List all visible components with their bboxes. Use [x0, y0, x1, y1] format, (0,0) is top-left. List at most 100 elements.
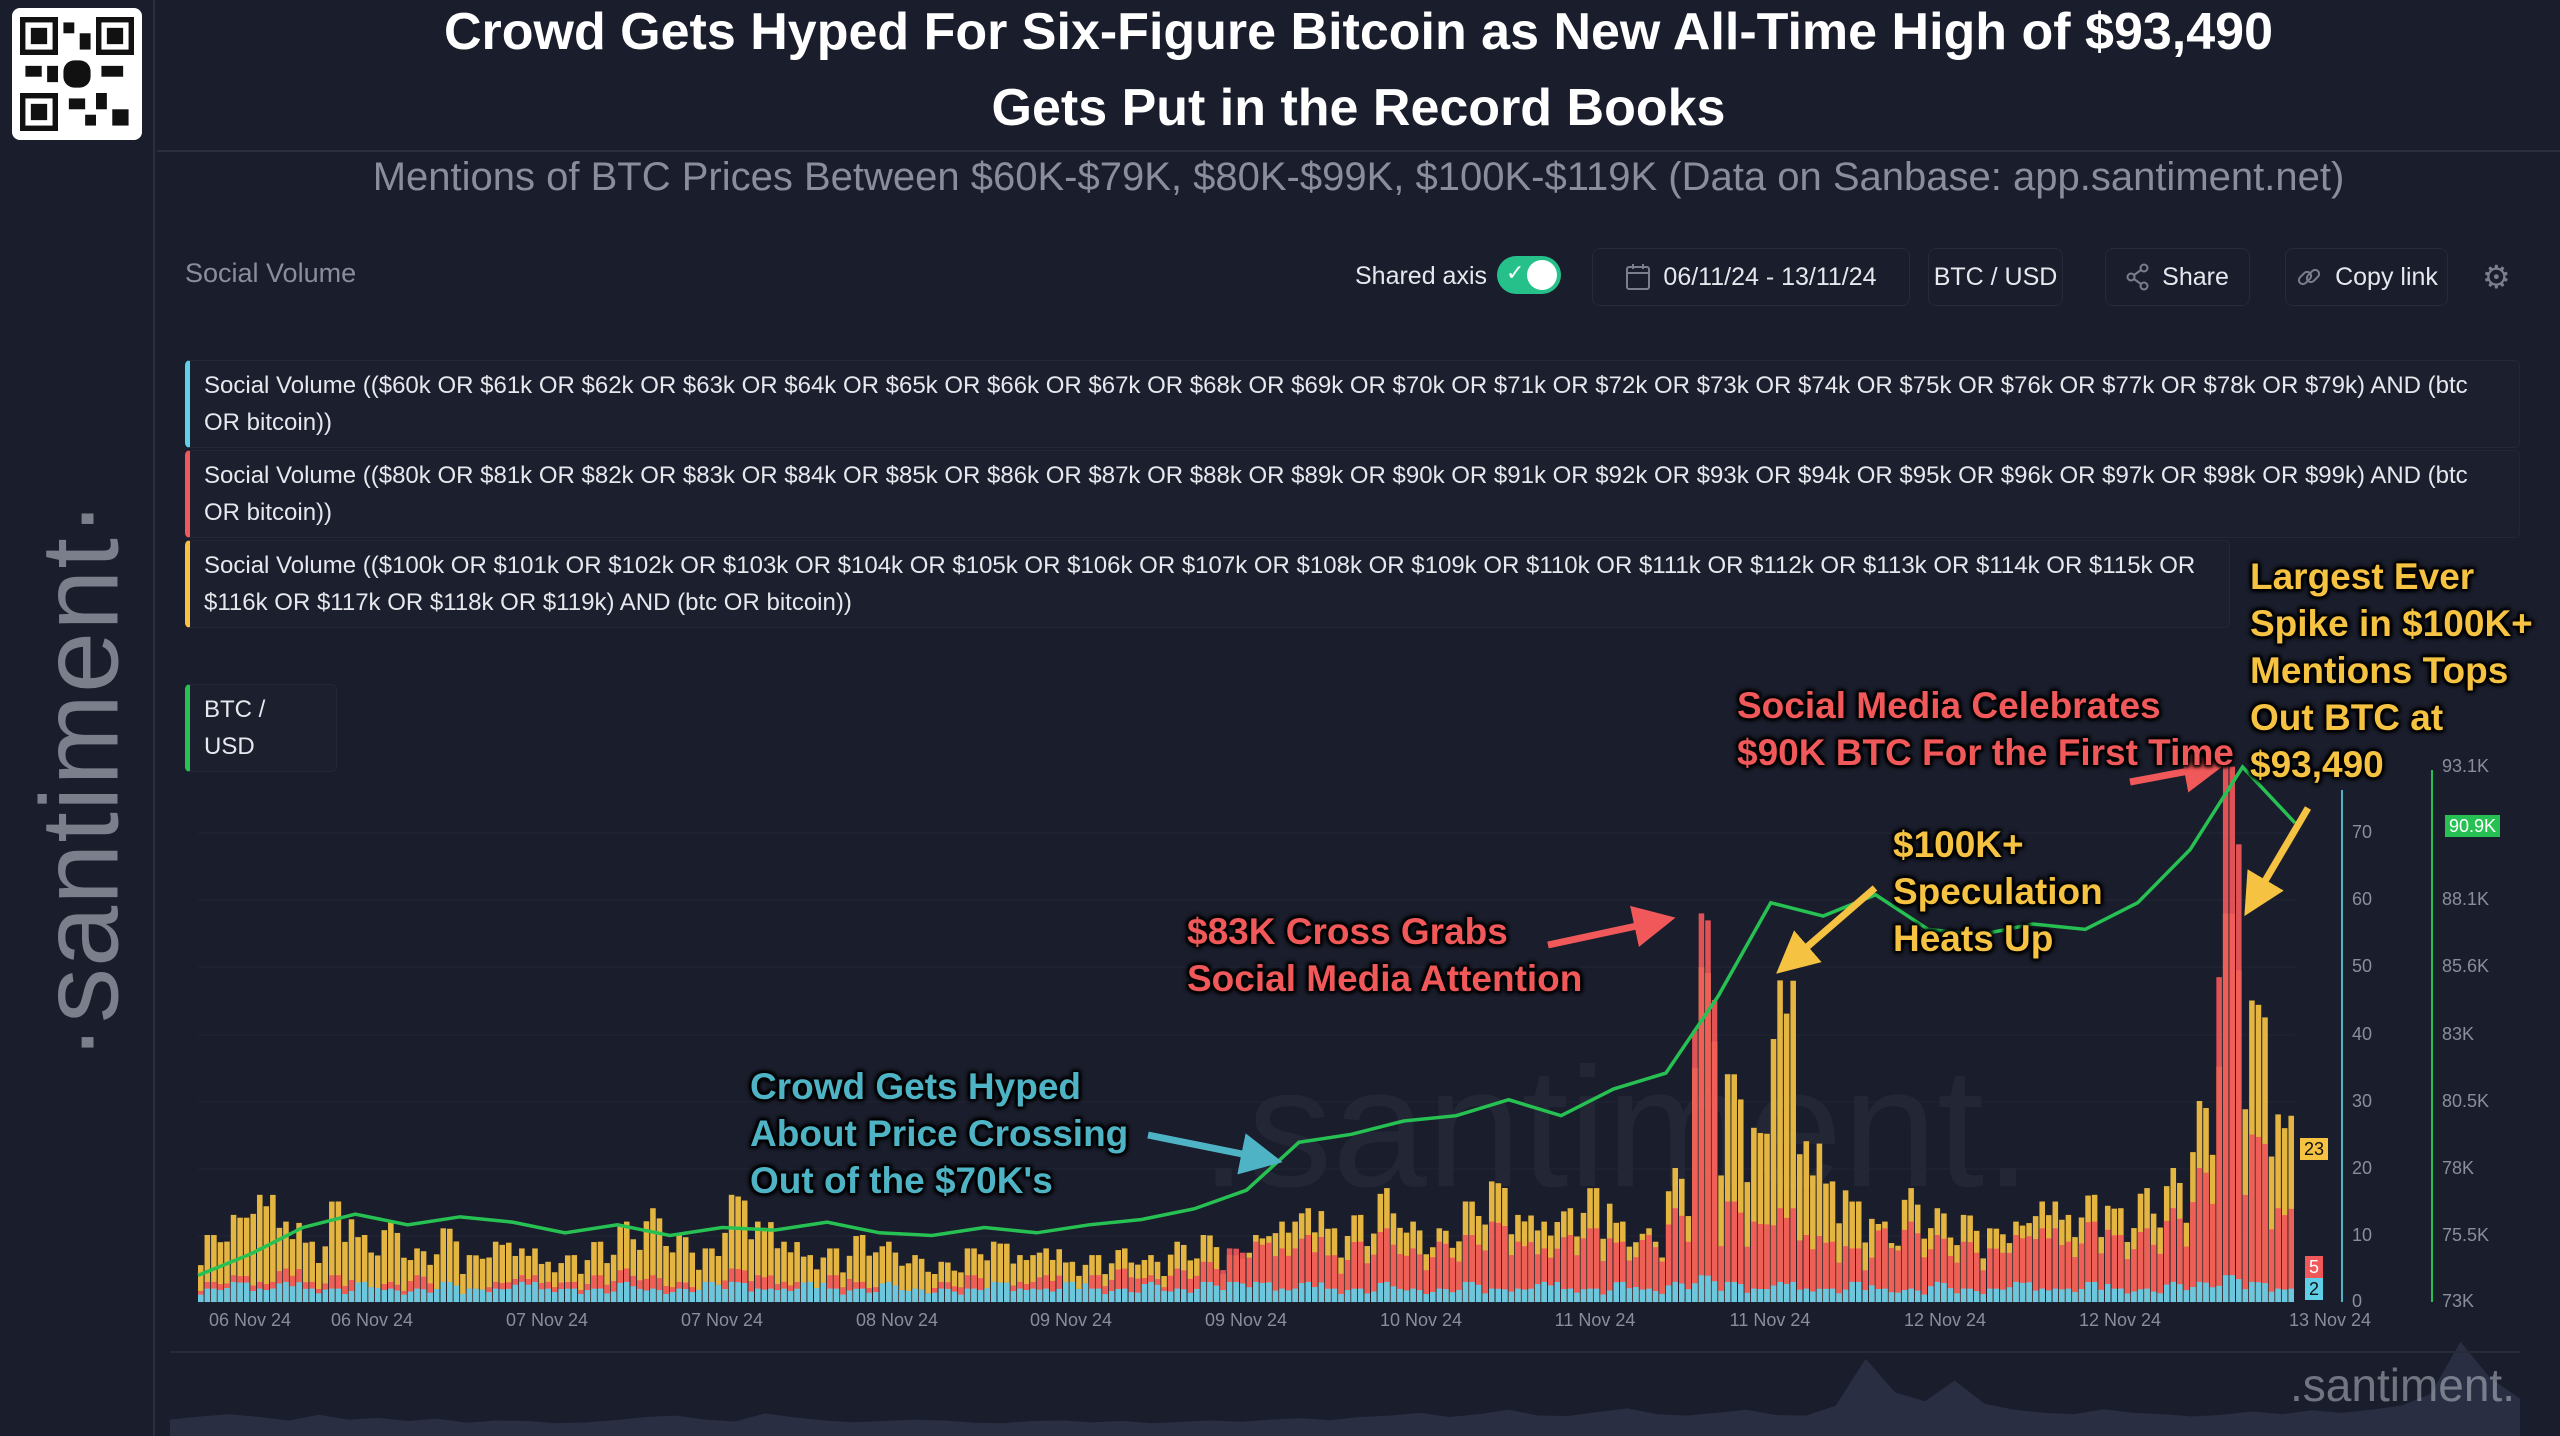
- volume-bar: [1672, 1208, 1679, 1302]
- btc-current-badge: 90.9K: [2445, 815, 2501, 837]
- settings-gear-icon[interactable]: ⚙: [2482, 259, 2511, 295]
- volume-bar: [1541, 1281, 1547, 1302]
- volume-bar: [2157, 1293, 2163, 1302]
- volume-bar: [361, 1281, 368, 1302]
- volume-bar: [1554, 1282, 1561, 1302]
- volume-bar: [348, 1219, 355, 1302]
- volume-bar: [1875, 1288, 1882, 1302]
- volume-bar: [1836, 1262, 1842, 1302]
- y-left-tick: 50: [2352, 956, 2373, 976]
- volume-bar: [1705, 920, 1711, 1302]
- volume-bar: [1960, 1288, 1967, 1302]
- volume-bar: [1246, 1257, 1253, 1302]
- volume-bar: [918, 1289, 925, 1302]
- volume-bar: [1823, 1242, 1829, 1302]
- watermark-small: .santiment.: [2290, 1359, 2515, 1411]
- volume-bar: [1973, 1291, 1980, 1302]
- legend-item-60k-79k[interactable]: Social Volume (($60k OR $61k OR $62k OR …: [185, 360, 2520, 448]
- volume-bar: [2288, 1208, 2294, 1302]
- volume-bar: [2196, 1281, 2203, 1302]
- copy-link-button[interactable]: Copy link: [2285, 248, 2448, 306]
- volume-bar: [1056, 1275, 1063, 1302]
- volume-bar: [329, 1201, 335, 1302]
- volume-bar: [2249, 1281, 2255, 1302]
- volume-bar: [663, 1246, 669, 1302]
- volume-bar: [1593, 1288, 1600, 1302]
- annotation-line: $83K Cross Grabs: [1187, 911, 1508, 952]
- volume-bar: [342, 1293, 348, 1302]
- volume-bar: [1770, 1039, 1777, 1302]
- volume-bar: [2111, 1235, 2118, 1302]
- legend-item-80k-99k[interactable]: Social Volume (($80k OR $81k OR $82k OR …: [185, 450, 2520, 538]
- volume-bar: [971, 1288, 977, 1302]
- y-right-tick: 83K: [2442, 1024, 2475, 1044]
- volume-bar: [1462, 1235, 1469, 1302]
- legend-item-btc-usd[interactable]: BTC / USD: [185, 684, 337, 772]
- volume-bar: [689, 1252, 696, 1302]
- share-button[interactable]: Share: [2105, 248, 2250, 306]
- y-left-tick: 10: [2352, 1225, 2373, 1245]
- volume-bar: [813, 1269, 820, 1302]
- date-range-picker[interactable]: 06/11/24 - 13/11/24: [1592, 248, 1910, 306]
- volume-bar: [1226, 1248, 1233, 1302]
- volume-bar: [840, 1294, 846, 1302]
- volume-bar: [1869, 1285, 1875, 1302]
- volume-bar: [2098, 1289, 2104, 1302]
- pair-selector[interactable]: BTC / USD: [1928, 248, 2063, 306]
- volume-bar: [1180, 1270, 1187, 1302]
- volume-bar: [381, 1230, 388, 1302]
- volume-bar: [1266, 1282, 1272, 1302]
- volume-bar: [774, 1248, 781, 1302]
- volume-bar: [1941, 1283, 1947, 1302]
- volume-bar: [2085, 1222, 2091, 1302]
- watermark: .santiment.: [1200, 1030, 2032, 1226]
- volume-bar: [1705, 1275, 1711, 1302]
- volume-bar: [1626, 1260, 1633, 1302]
- volume-bar: [1469, 1281, 1475, 1302]
- volume-bar: [1862, 1290, 1869, 1302]
- volume-bar: [2249, 1134, 2255, 1302]
- volume-bar: [1443, 1289, 1449, 1302]
- volume-bar: [1698, 913, 1705, 1302]
- volume-bar: [1836, 1293, 1842, 1302]
- volume-bar: [1502, 1289, 1508, 1302]
- volume-bar: [1534, 1254, 1541, 1302]
- x-tick: 06 Nov 24: [208, 1310, 292, 1330]
- volume-bar: [1888, 1292, 1895, 1302]
- volume-bar: [1488, 1288, 1495, 1302]
- volume-bar: [1423, 1294, 1429, 1302]
- volume-bar: [1777, 1281, 1783, 1302]
- volume-bar: [1344, 1289, 1351, 1302]
- navigator-area[interactable]: [170, 1341, 2520, 1436]
- volume-bar: [440, 1281, 447, 1302]
- volume-bar: [571, 1288, 578, 1302]
- volume-bar: [1390, 1286, 1397, 1302]
- volume-bar: [1849, 1281, 1855, 1302]
- volume-bar: [505, 1242, 512, 1302]
- volume-bar: [1004, 1243, 1010, 1302]
- volume-bar: [1751, 1221, 1757, 1302]
- volume-bar: [256, 1288, 263, 1302]
- annotation-line: Largest Ever: [2250, 556, 2475, 597]
- volume-bar: [276, 1283, 283, 1302]
- volume-bar: [263, 1290, 270, 1302]
- volume-bar: [768, 1288, 774, 1302]
- volume-bar: [2039, 1288, 2045, 1302]
- volume-bar: [1829, 1288, 1836, 1302]
- volume-bar: [460, 1293, 466, 1302]
- volume-bar: [296, 1222, 302, 1302]
- volume-bar: [1724, 1281, 1731, 1302]
- shared-axis-toggle[interactable]: ✓: [1497, 256, 1561, 294]
- legend-item-100k-119k[interactable]: Social Volume (($100k OR $101k OR $102k …: [185, 540, 2230, 628]
- annotation-line: Out of the $70K's: [750, 1160, 1053, 1201]
- volume-bar: [2196, 1168, 2203, 1302]
- annotation-line: Spike in $100K+: [2250, 603, 2533, 644]
- volume-bar: [977, 1254, 984, 1302]
- sidebar: ·santiment·: [0, 0, 155, 1436]
- volume-bar: [610, 1254, 617, 1302]
- volume-bar: [846, 1290, 853, 1302]
- volume-bar: [1272, 1256, 1279, 1302]
- shared-axis-label: Shared axis: [1355, 262, 1488, 290]
- volume-bar: [230, 1281, 237, 1302]
